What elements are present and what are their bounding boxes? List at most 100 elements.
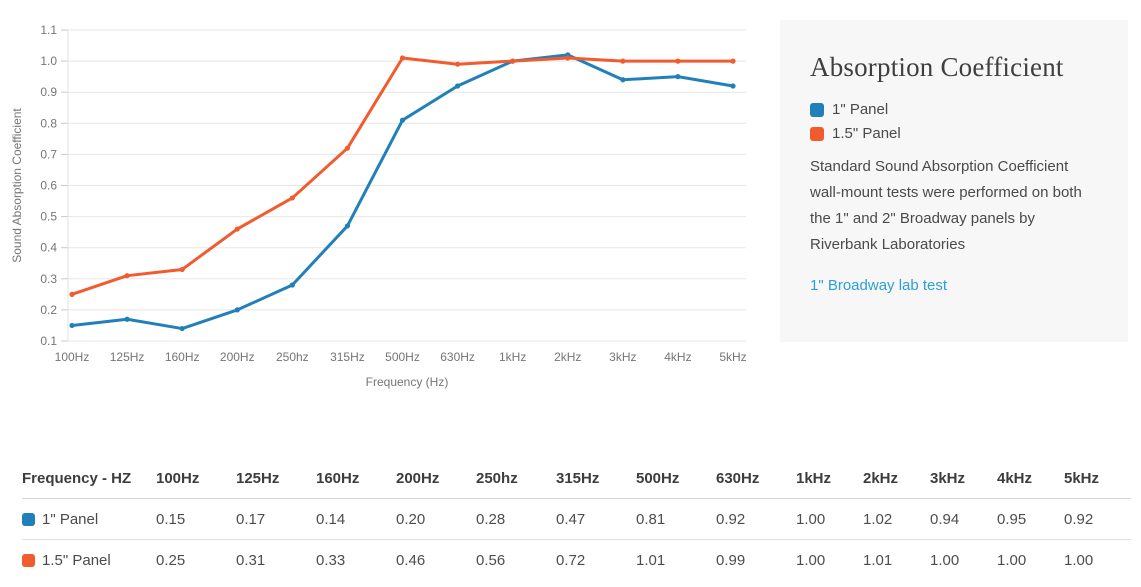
table-header-cell: 3kHz [930, 458, 997, 499]
table-header-cell: 2kHz [863, 458, 930, 499]
absorption-chart: 0.1 0.2 0.3 0.4 0.5 0.6 0.7 0.8 0.9 1.0 1.1 100Hz 12… [0, 0, 770, 400]
table-header-frequency: Frequency - HZ [22, 458, 156, 499]
data-point [510, 58, 516, 64]
x-tick-label: 2kHz [554, 350, 581, 364]
x-tick-label: 4kHz [664, 350, 691, 364]
table-value-cell: 0.94 [930, 498, 997, 540]
row-label-text: 1.5" Panel [42, 551, 111, 569]
data-point [730, 83, 736, 89]
x-tick-label: 315Hz [330, 350, 365, 364]
y-axis-title: Sound Absorption Coefficient [10, 108, 24, 263]
table-header-cell: 4kHz [997, 458, 1064, 499]
table-header-cell: 250hz [476, 458, 556, 499]
data-point [344, 223, 351, 229]
data-table-section: Frequency - HZ 100Hz 125Hz 160Hz 200Hz 250hz 3… [0, 458, 1141, 580]
row-label-text: 1" Panel [42, 510, 99, 528]
y-tick-label: 0.8 [40, 116, 57, 130]
table-header-cell: 630Hz [716, 458, 796, 499]
table-value-cell: 0.72 [556, 551, 586, 569]
table-header-cell: 125Hz [236, 458, 316, 499]
x-tick-label: 200Hz [220, 350, 255, 364]
x-tick-label: 100Hz [55, 350, 90, 364]
data-point [565, 55, 571, 61]
data-point [344, 145, 351, 151]
broadway-lab-test-link[interactable]: 1" Broadway lab test [810, 277, 948, 294]
data-point [399, 55, 406, 61]
table-header-cell: 1kHz [796, 458, 863, 499]
chart-legend: 1" Panel 1.5" Panel [810, 101, 1098, 142]
x-tick-label: 250hz [276, 350, 309, 364]
legend-item[interactable]: 1.5" Panel [810, 125, 1098, 142]
table-header-cell: 500Hz [636, 458, 716, 499]
legend-label: 1" Panel [832, 101, 889, 118]
x-tick-label: 500Hz [385, 350, 420, 364]
row-label: 1" Panel [22, 511, 152, 528]
x-tick-label: 1kHz [499, 350, 526, 364]
info-panel: Absorption Coefficient 1" Panel 1.5" Pane… [780, 20, 1128, 342]
data-point [124, 273, 130, 279]
series-line [70, 56, 735, 296]
frequency-data-table: Frequency - HZ 100Hz 125Hz 160Hz 200Hz 250hz 3… [22, 458, 1131, 580]
table-value-cell: 1.01 [863, 551, 893, 569]
data-point [124, 316, 130, 322]
table-header-cell: 5kHz [1064, 458, 1131, 499]
table-row: 1" Panel 0.15 0.17 0.14 0.20 0.28 0.47 0.81 0.92… [22, 498, 1131, 540]
data-point [69, 291, 75, 297]
absorption-chart-svg: 0.1 0.2 0.3 0.4 0.5 0.6 0.7 0.8 0.9 1.0 1.1 100Hz 12… [10, 23, 747, 389]
y-tick-label: 1.0 [40, 54, 57, 68]
table-value-cell: 1.01 [636, 551, 666, 569]
table-value-cell: 0.20 [396, 498, 476, 540]
x-tick-label: 160Hz [165, 350, 200, 364]
series-line [70, 53, 735, 331]
row-swatch-icon [22, 512, 35, 526]
x-tick-label: 5kHz [719, 350, 746, 364]
data-point [179, 266, 185, 273]
table-value-cell: 0.33 [316, 551, 346, 569]
table-value-cell: 1.00 [796, 498, 863, 540]
table-value-cell: 0.99 [716, 551, 746, 569]
table-value-cell: 1.02 [863, 498, 930, 540]
data-point [289, 195, 295, 201]
data-point [179, 325, 185, 332]
table-value-cell: 0.92 [1064, 498, 1131, 540]
y-tick-label: 0.6 [40, 179, 57, 193]
y-tick-label: 0.9 [40, 85, 57, 99]
row-label: 1.5" Panel [22, 552, 152, 569]
table-value-cell: 0.56 [476, 551, 506, 569]
table-header-cell: 160Hz [316, 458, 396, 499]
table-header-cell: 100Hz [156, 458, 236, 499]
data-point [454, 83, 461, 89]
table-value-cell: 1.00 [930, 551, 960, 569]
x-tick-label: 3kHz [609, 350, 636, 364]
table-value-cell: 0.31 [236, 551, 266, 569]
table-value-cell: 0.15 [156, 498, 236, 540]
table-header-cell: 315Hz [556, 458, 636, 499]
panel-description: Standard Sound Absorption Coefficient wa… [810, 158, 1082, 253]
table-value-cell: 0.95 [997, 498, 1064, 540]
x-tick-label: 125Hz [110, 350, 145, 364]
table-value-cell: 1.00 [997, 551, 1027, 569]
data-point [234, 226, 240, 232]
data-point [730, 58, 736, 64]
page-title: Absorption Coefficient [810, 52, 1064, 82]
table-value-cell: 0.25 [156, 551, 186, 569]
legend-label: 1.5" Panel [832, 125, 901, 142]
row-swatch-icon [22, 553, 35, 567]
table-row: 1.5" Panel 0.25 0.31 0.33 0.46 0.56 0.72 1.01 0.… [22, 540, 1131, 581]
data-point [289, 282, 295, 288]
y-tick-label: 0.7 [40, 147, 57, 161]
y-tick-label: 0.2 [40, 303, 57, 317]
y-tick-label: 1.1 [40, 23, 57, 37]
top-row: 0.1 0.2 0.3 0.4 0.5 0.6 0.7 0.8 0.9 1.0 1.1 100Hz 12… [0, 0, 1128, 400]
data-point [454, 61, 461, 67]
data-point [234, 307, 240, 313]
y-tick-label: 0.1 [40, 334, 57, 348]
legend-item[interactable]: 1" Panel [810, 101, 1098, 118]
data-point [675, 58, 681, 64]
data-point [399, 117, 406, 123]
x-axis-title: Frequency (Hz) [366, 375, 449, 389]
table-value-cell: 0.47 [556, 498, 636, 540]
legend-swatch-icon [810, 126, 824, 141]
table-value-cell: 1.00 [1064, 551, 1094, 569]
y-tick-label: 0.4 [40, 241, 57, 255]
